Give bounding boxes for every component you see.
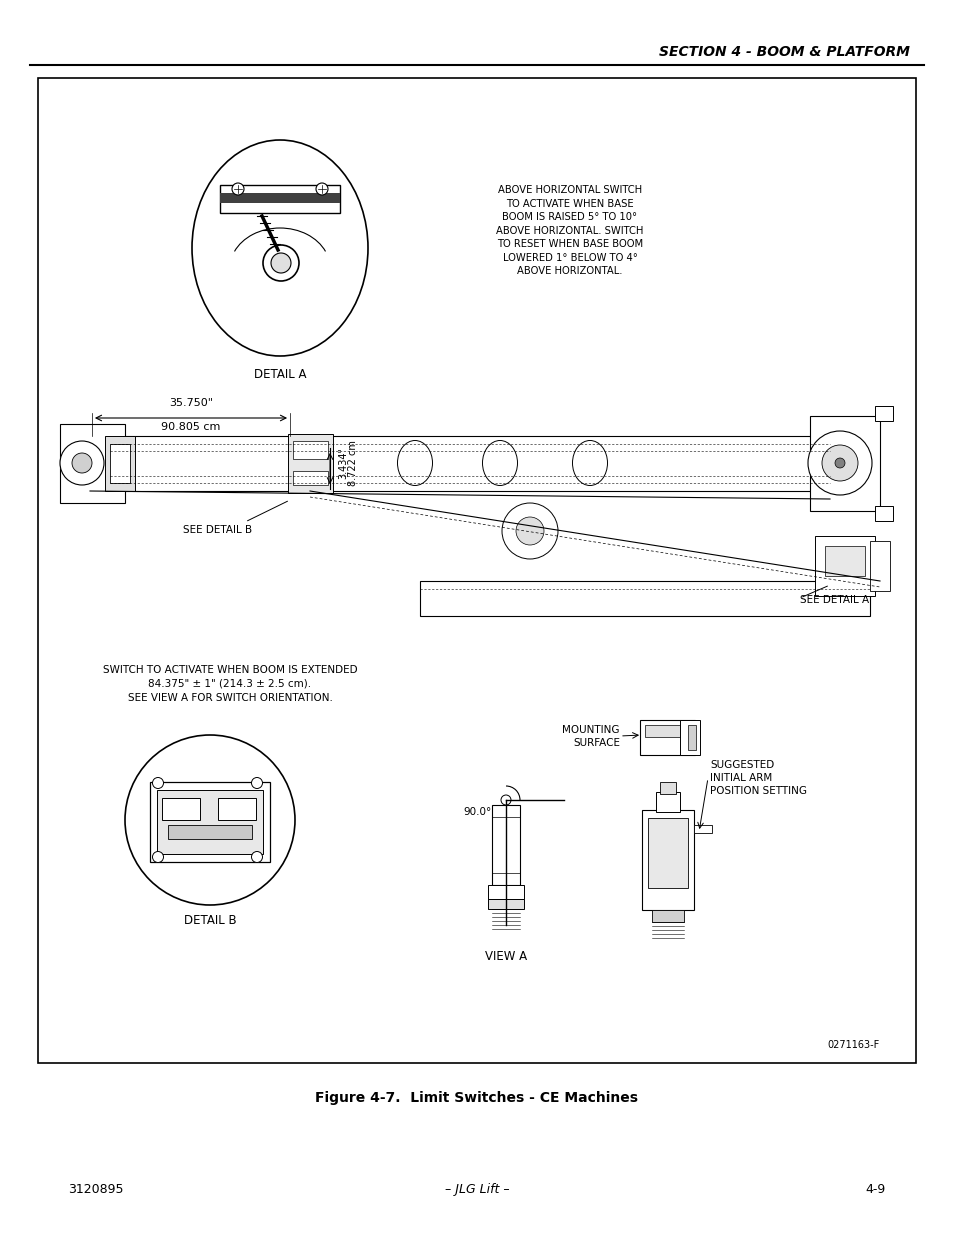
Bar [488,885,523,899]
Bar [656,792,679,811]
Circle shape [501,503,558,559]
Bar [288,433,333,493]
Circle shape [71,453,91,473]
Ellipse shape [397,441,432,485]
Bar [874,406,892,421]
Text: SEE VIEW A FOR SWITCH ORIENTATION.: SEE VIEW A FOR SWITCH ORIENTATION. [128,693,332,703]
Bar [687,725,696,750]
Ellipse shape [572,441,607,485]
Text: LOWERED 1° BELOW TO 4°: LOWERED 1° BELOW TO 4° [502,252,637,263]
Bar [60,424,125,503]
Circle shape [315,183,328,195]
Bar [492,805,519,885]
Bar [157,790,263,853]
Text: BOOM IS RAISED 5° TO 10°: BOOM IS RAISED 5° TO 10° [502,212,637,222]
Bar [814,536,874,597]
Text: DETAIL A: DETAIL A [253,368,306,380]
Text: MOUNTING: MOUNTING [562,725,619,735]
Bar [659,782,676,794]
Text: ABOVE HORIZONTAL SWITCH: ABOVE HORIZONTAL SWITCH [497,185,641,195]
Circle shape [516,517,543,545]
Text: SUGGESTED: SUGGESTED [709,760,774,769]
Text: ABOVE HORIZONTAL. SWITCH: ABOVE HORIZONTAL. SWITCH [496,226,643,236]
Text: DETAIL B: DETAIL B [184,914,236,927]
Circle shape [252,851,262,862]
Ellipse shape [482,441,517,485]
Text: 3120895: 3120895 [68,1183,123,1197]
Bar [168,825,252,839]
Bar [644,725,689,737]
Bar [874,506,892,521]
Circle shape [500,795,511,805]
Circle shape [152,851,163,862]
Bar [218,798,255,820]
Bar [105,436,135,492]
Text: SECTION 4 - BOOM & PLATFORM: SECTION 4 - BOOM & PLATFORM [659,44,909,59]
Bar [809,416,879,511]
Bar [90,436,840,492]
Circle shape [271,253,291,273]
Bar [150,782,270,862]
Circle shape [263,245,298,282]
Text: 4-9: 4-9 [864,1183,885,1197]
Text: POSITION SETTING: POSITION SETTING [709,785,806,797]
Ellipse shape [192,140,368,356]
Text: SWITCH TO ACTIVATE WHEN BOOM IS EXTENDED: SWITCH TO ACTIVATE WHEN BOOM IS EXTENDED [103,664,357,676]
Text: ABOVE HORIZONTAL.: ABOVE HORIZONTAL. [517,266,622,275]
Circle shape [152,778,163,788]
Text: INITIAL ARM: INITIAL ARM [709,773,771,783]
Text: 35.750": 35.750" [169,398,213,408]
Bar [38,78,915,1063]
Text: VIEW A: VIEW A [484,950,526,963]
Bar [110,445,130,483]
Bar [488,899,523,909]
Circle shape [821,445,857,480]
Bar [419,580,869,616]
Text: SURFACE: SURFACE [573,739,619,748]
Text: 0271163-F: 0271163-F [827,1040,879,1050]
Text: 8.722 cm: 8.722 cm [348,440,357,485]
Bar [693,825,711,832]
Circle shape [125,735,294,905]
Bar [639,720,695,755]
Text: 90.805 cm: 90.805 cm [161,422,220,432]
Text: SEE DETAIL B: SEE DETAIL B [183,525,253,535]
Circle shape [834,458,844,468]
Circle shape [807,431,871,495]
Text: Figure 4-7.  Limit Switches - CE Machines: Figure 4-7. Limit Switches - CE Machines [315,1091,638,1105]
Bar [220,193,339,203]
Text: 3.434": 3.434" [337,447,348,479]
Text: TO ACTIVATE WHEN BASE: TO ACTIVATE WHEN BASE [506,199,633,209]
Text: 84.375" ± 1" (214.3 ± 2.5 cm).: 84.375" ± 1" (214.3 ± 2.5 cm). [149,679,312,689]
Text: TO RESET WHEN BASE BOOM: TO RESET WHEN BASE BOOM [497,240,642,249]
Bar [293,441,328,459]
Bar [162,798,200,820]
Bar [679,720,700,755]
Text: SEE DETAIL A: SEE DETAIL A [800,595,868,605]
Text: 90.0°: 90.0° [463,806,492,818]
Bar [293,471,328,485]
Bar [647,818,687,888]
Bar [869,541,889,592]
Text: – JLG Lift –: – JLG Lift – [444,1183,509,1197]
Circle shape [252,778,262,788]
Bar [641,810,693,910]
Bar [651,910,683,923]
Bar [824,546,864,576]
Circle shape [232,183,244,195]
Bar [220,185,339,212]
Circle shape [60,441,104,485]
